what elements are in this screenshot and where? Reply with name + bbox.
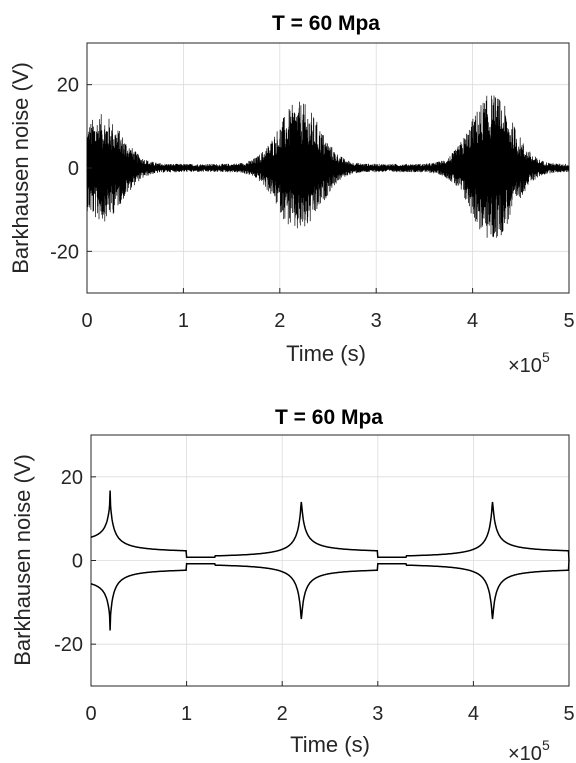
y-tick-label: 20 (57, 75, 79, 97)
y-tick-label: 0 (68, 158, 79, 180)
noise-series (86, 95, 570, 238)
chart-1: T = 60 Mpa 0 1 2 3 4 5 -20 0 20 Time (s) Barkhau… (8, 12, 575, 377)
y-tick-label: -20 (54, 634, 83, 656)
chart-1-ylabel: Barkhausen noise (V) (8, 62, 33, 274)
y-tick-label: 0 (72, 551, 83, 573)
chart-1-x-exponent: ×105 (508, 349, 550, 377)
x-tick-label: 5 (563, 703, 574, 725)
chart-2-ylabel: Barkhausen noise (V) (10, 454, 35, 666)
x-tick-label: 4 (468, 703, 479, 725)
chart-2-title: T = 60 Mpa (275, 406, 383, 429)
chart-1-ticks: 0 1 2 3 4 5 -20 0 20 (50, 75, 574, 332)
x-tick-label: 5 (563, 310, 574, 332)
x-tick-label: 0 (85, 703, 96, 725)
x-tick-label: 2 (274, 310, 285, 332)
x-tick-label: 3 (372, 703, 383, 725)
x-tick-label: 3 (371, 310, 382, 332)
x-tick-label: 2 (277, 703, 288, 725)
x-tick-label: 1 (181, 703, 192, 725)
lower-envelope-series (90, 560, 570, 631)
x-tick-label: 1 (178, 310, 189, 332)
chart-2-x-exponent: ×105 (508, 737, 550, 763)
chart-1-title: T = 60 Mpa (272, 12, 380, 35)
chart-1-xlabel: Time (s) (286, 341, 366, 366)
chart-1-series (86, 95, 570, 238)
y-tick-label: 20 (61, 467, 83, 489)
chart-2: T = 60 Mpa 0 1 2 3 4 5 -20 0 20 Time (s) Barkhau… (10, 406, 575, 763)
x-tick-label: 0 (81, 310, 92, 332)
chart-2-grid (90, 435, 570, 686)
chart-2-series (90, 490, 570, 631)
chart-2-ticks: 0 1 2 3 4 5 -20 0 20 (54, 467, 574, 725)
chart-2-xlabel: Time (s) (290, 732, 370, 757)
x-tick-label: 4 (467, 310, 478, 332)
y-tick-label: -20 (50, 241, 79, 263)
upper-envelope-series (90, 490, 570, 561)
